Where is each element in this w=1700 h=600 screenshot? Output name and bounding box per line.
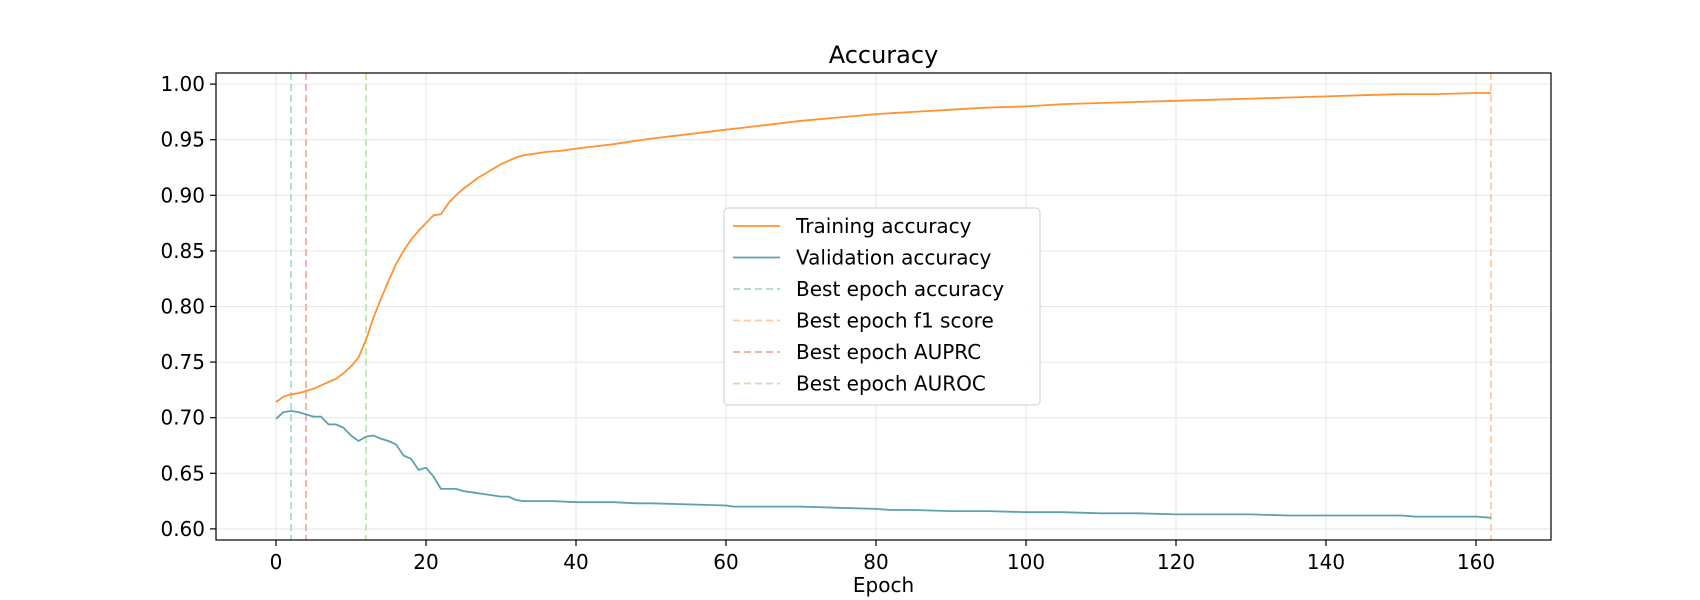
x-tick-label: 140 xyxy=(1307,550,1345,574)
x-tick-label: 100 xyxy=(1007,550,1045,574)
x-tick-label: 80 xyxy=(863,550,888,574)
x-tick-label: 40 xyxy=(563,550,588,574)
legend-label: Best epoch f1 score xyxy=(796,309,994,333)
x-tick-label: 160 xyxy=(1457,550,1495,574)
y-tick-label: 0.85 xyxy=(160,239,205,263)
legend-label: Best epoch accuracy xyxy=(796,277,1004,301)
x-tick-label: 120 xyxy=(1157,550,1195,574)
y-tick-label: 1.00 xyxy=(160,72,205,96)
legend-label: Validation accuracy xyxy=(796,246,992,270)
x-axis: 0 20 40 60 80 100 120 140 160 xyxy=(270,540,1495,574)
y-tick-label: 0.65 xyxy=(160,461,205,485)
legend-box xyxy=(723,207,1041,406)
x-tick-label: 60 xyxy=(713,550,738,574)
series-line-training-accuracy xyxy=(275,92,1491,403)
series-line-validation-accuracy xyxy=(275,410,1492,519)
best-epoch-lines xyxy=(290,73,1492,540)
x-tick-label: 0 xyxy=(270,550,283,574)
y-tick-label: 0.70 xyxy=(160,406,205,430)
x-axis-label: Epoch xyxy=(853,573,914,597)
legend-label: Best epoch AUROC xyxy=(796,372,986,396)
y-tick-label: 0.80 xyxy=(160,295,205,319)
y-tick-label: 0.95 xyxy=(160,128,205,152)
legend-label: Training accuracy xyxy=(795,214,972,238)
chart-title: Accuracy xyxy=(829,41,939,69)
legend-label: Best epoch AUPRC xyxy=(796,340,981,364)
series-lines xyxy=(275,92,1492,519)
x-tick-label: 20 xyxy=(413,550,438,574)
y-tick-label: 0.60 xyxy=(160,517,205,541)
y-axis: 0.60 0.65 0.70 0.75 0.80 0.85 0.90 0.95 1.00 xyxy=(160,72,216,541)
y-tick-label: 0.75 xyxy=(160,350,205,374)
y-tick-label: 0.90 xyxy=(160,183,205,207)
legend: Training accuracy Validation accuracy Best… xyxy=(723,207,1041,406)
